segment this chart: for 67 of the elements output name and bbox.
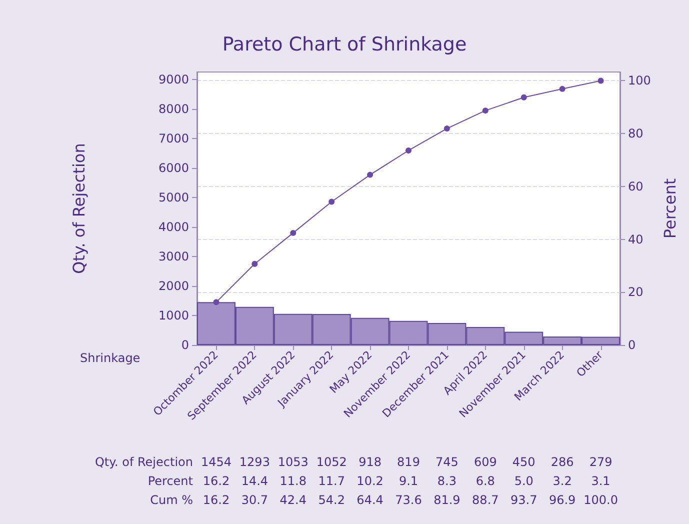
text: 73.6 bbox=[395, 493, 422, 507]
text: 54.2 bbox=[318, 493, 345, 507]
y2-tick-label: 0 bbox=[628, 338, 636, 352]
point bbox=[444, 126, 450, 132]
text: 30.7 bbox=[241, 493, 268, 507]
y-tick-label: 2000 bbox=[158, 278, 189, 293]
point bbox=[213, 299, 220, 306]
point bbox=[482, 108, 488, 114]
data-label: 1454 bbox=[200, 455, 232, 469]
text: 6.8 bbox=[476, 474, 495, 488]
y2-tick-label: 80 bbox=[628, 126, 644, 141]
data-label: 286 bbox=[550, 455, 574, 469]
text: 8.3 bbox=[437, 474, 456, 488]
point bbox=[520, 94, 527, 100]
y-axis-title: Qty. of Rejection bbox=[70, 143, 88, 274]
point bbox=[559, 86, 566, 92]
y2-tick-label: 60 bbox=[628, 179, 644, 194]
data-label: 918 bbox=[358, 455, 382, 469]
text: 14.4 bbox=[241, 474, 268, 488]
text: 64.4 bbox=[356, 493, 384, 507]
point bbox=[252, 260, 258, 267]
point bbox=[598, 78, 604, 84]
text: 11.7 bbox=[318, 474, 345, 488]
text: 16.2 bbox=[202, 474, 230, 488]
data-label: 1053 bbox=[278, 455, 308, 469]
chart-title: Pareto Chart of Shrinkage bbox=[222, 34, 467, 56]
point bbox=[328, 198, 335, 205]
data-label: 1293 bbox=[239, 455, 270, 469]
y-tick-label: 4000 bbox=[158, 220, 189, 234]
text: 16.2 bbox=[202, 493, 230, 507]
text: 93.7 bbox=[510, 493, 538, 507]
data-label: 279 bbox=[589, 455, 612, 469]
y-tick-label: 9000 bbox=[158, 72, 189, 86]
y2-tick-label: 100 bbox=[628, 74, 651, 88]
text: Percent bbox=[148, 474, 194, 488]
point bbox=[406, 147, 412, 154]
y-tick-label: 1000 bbox=[158, 308, 189, 322]
y2-tick-label: 40 bbox=[628, 232, 644, 246]
point bbox=[290, 230, 296, 236]
text: 3.1 bbox=[591, 474, 610, 488]
data-label: 450 bbox=[512, 455, 536, 469]
data-label: 1052 bbox=[316, 455, 347, 469]
data-label: 819 bbox=[397, 455, 420, 469]
y2-tick-label: 20 bbox=[628, 285, 644, 300]
y-tick-label: 8000 bbox=[158, 102, 189, 116]
text: 96.9 bbox=[548, 493, 576, 507]
text: Qty. of Rejection bbox=[94, 455, 193, 469]
y2-axis-title: Percent bbox=[660, 178, 680, 239]
x-axis-title: Shrinkage bbox=[80, 351, 140, 365]
data-label: 745 bbox=[436, 455, 458, 469]
text: 5.0 bbox=[514, 474, 534, 488]
text: 100.0 bbox=[584, 493, 618, 507]
y-tick-label: 7000 bbox=[158, 131, 189, 146]
text: 3.2 bbox=[552, 474, 572, 488]
y-tick-label: 0 bbox=[181, 338, 189, 352]
text: 10.2 bbox=[356, 474, 384, 488]
y-tick-label: 3000 bbox=[158, 249, 189, 264]
text: 9.1 bbox=[398, 474, 418, 488]
text: 11.8 bbox=[280, 474, 306, 488]
y-tick-label: 5000 bbox=[158, 190, 189, 204]
point bbox=[367, 172, 374, 178]
text: Cum % bbox=[150, 493, 193, 507]
text: 42.4 bbox=[280, 493, 306, 507]
text: 88.7 bbox=[472, 493, 499, 507]
y-tick-label: 6000 bbox=[158, 160, 189, 175]
data-label: 609 bbox=[474, 455, 497, 469]
text: 81.9 bbox=[434, 493, 460, 507]
